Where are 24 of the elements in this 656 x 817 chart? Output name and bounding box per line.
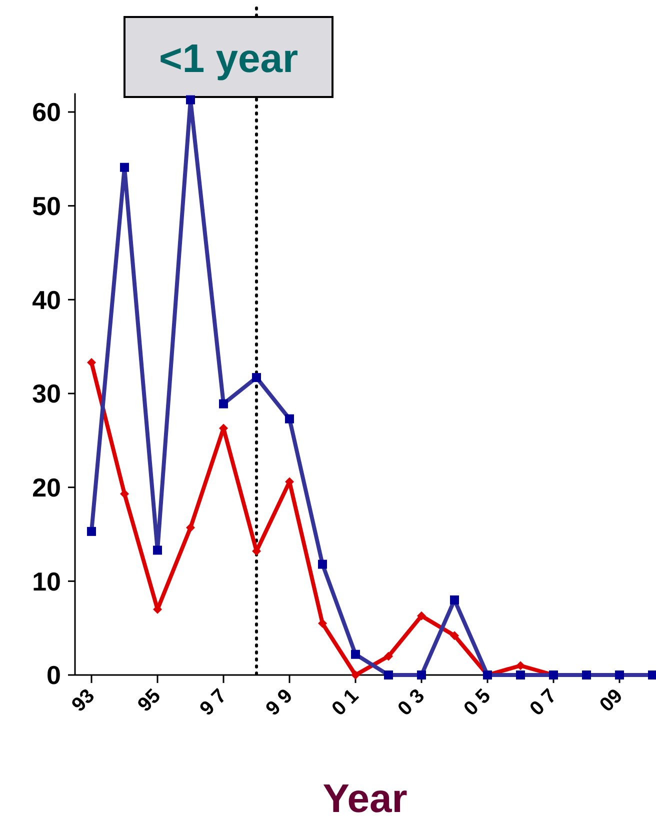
- y-tick-label: 40: [32, 284, 61, 315]
- x-tick-label: 95: [134, 684, 166, 716]
- y-tick-label: 20: [32, 472, 61, 502]
- x-tick-label: 0 3: [394, 684, 430, 720]
- point: [186, 523, 195, 532]
- point: [417, 611, 426, 620]
- y-tick-label: 0: [46, 660, 61, 690]
- ref-line-label: <1 year: [158, 37, 298, 81]
- x-tick-label: 0 7: [526, 684, 562, 720]
- point: [351, 670, 360, 680]
- x-tick-label: 93: [68, 684, 100, 716]
- point: [384, 652, 393, 661]
- x-axis-title: Year: [322, 777, 408, 817]
- y-tick-label: 60: [32, 97, 61, 128]
- x-tick-label: 0 1: [328, 684, 364, 720]
- y-tick-label: 50: [32, 190, 61, 221]
- point: [450, 631, 459, 640]
- y-tick-label: 30: [32, 378, 61, 409]
- x-tick-label: 9 7: [196, 684, 232, 720]
- x-tick-label: 09: [596, 684, 628, 716]
- y-tick-label: 10: [32, 566, 61, 596]
- x-tick-label: 0 5: [460, 684, 496, 720]
- point: [516, 661, 525, 670]
- x-tick-label: 9 9: [262, 684, 298, 720]
